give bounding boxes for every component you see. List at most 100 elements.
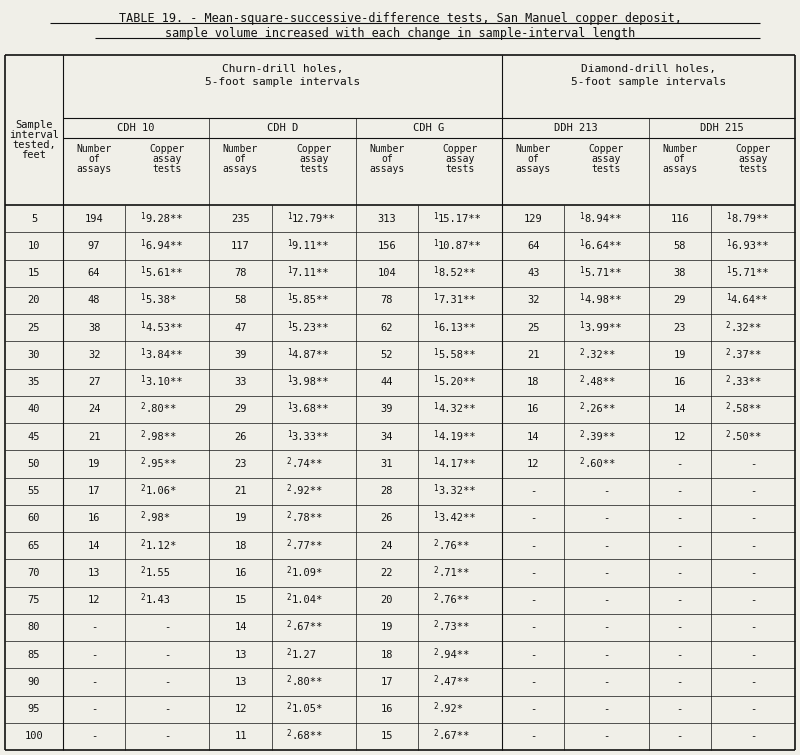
Text: assays: assays: [223, 164, 258, 174]
Text: .39**: .39**: [585, 432, 616, 442]
Text: 25: 25: [28, 322, 40, 333]
Text: 21: 21: [88, 432, 100, 442]
Text: -: -: [677, 677, 683, 687]
Text: DDH 213: DDH 213: [554, 123, 598, 133]
Text: 27: 27: [88, 378, 100, 387]
Text: .76**: .76**: [438, 595, 470, 605]
Text: 1.55: 1.55: [146, 568, 170, 578]
Text: 2: 2: [579, 430, 584, 439]
Text: 60: 60: [28, 513, 40, 523]
Text: 25: 25: [527, 322, 539, 333]
Text: .92**: .92**: [292, 486, 323, 496]
Text: 43: 43: [527, 268, 539, 278]
Text: 6.64**: 6.64**: [585, 241, 622, 251]
Text: 12: 12: [88, 595, 100, 605]
Text: .67**: .67**: [292, 622, 323, 633]
Text: 13: 13: [88, 568, 100, 578]
Text: 1: 1: [286, 266, 291, 275]
Text: of: of: [674, 154, 686, 164]
Text: -: -: [164, 732, 170, 741]
Text: 2: 2: [286, 621, 291, 630]
Text: 19: 19: [234, 513, 246, 523]
Text: -: -: [603, 732, 610, 741]
Text: .50**: .50**: [731, 432, 762, 442]
Text: 1: 1: [579, 239, 584, 248]
Text: .98*: .98*: [146, 513, 170, 523]
Text: 19: 19: [88, 459, 100, 469]
Text: .68**: .68**: [292, 732, 323, 741]
Text: 24: 24: [88, 405, 100, 414]
Text: 116: 116: [670, 214, 689, 223]
Text: 3.68**: 3.68**: [292, 405, 330, 414]
Text: 5.85**: 5.85**: [292, 295, 330, 305]
Text: .71**: .71**: [438, 568, 470, 578]
Text: 4.64**: 4.64**: [731, 295, 769, 305]
Text: 1: 1: [140, 266, 145, 275]
Text: 1.05*: 1.05*: [292, 704, 323, 714]
Text: 6.13**: 6.13**: [438, 322, 476, 333]
Text: 2: 2: [433, 593, 438, 602]
Text: 2: 2: [433, 566, 438, 575]
Text: 2: 2: [433, 648, 438, 657]
Text: 64: 64: [527, 241, 539, 251]
Text: 12: 12: [527, 459, 539, 469]
Text: -: -: [530, 704, 537, 714]
Text: .47**: .47**: [438, 677, 470, 687]
Text: -: -: [603, 704, 610, 714]
Text: 1: 1: [433, 348, 438, 357]
Text: .37**: .37**: [731, 350, 762, 360]
Text: 1: 1: [140, 348, 145, 357]
Text: 1: 1: [286, 402, 291, 411]
Text: 2: 2: [433, 621, 438, 630]
Text: .58**: .58**: [731, 405, 762, 414]
Text: 156: 156: [378, 241, 396, 251]
Text: 194: 194: [85, 214, 103, 223]
Text: 1: 1: [140, 211, 145, 220]
Text: 17: 17: [381, 677, 393, 687]
Text: -: -: [603, 677, 610, 687]
Text: 19: 19: [674, 350, 686, 360]
Text: -: -: [603, 486, 610, 496]
Text: 5.71**: 5.71**: [585, 268, 622, 278]
Text: 2: 2: [286, 729, 291, 738]
Text: 13: 13: [234, 649, 246, 660]
Text: -: -: [91, 622, 98, 633]
Text: 26: 26: [234, 432, 246, 442]
Text: 47: 47: [234, 322, 246, 333]
Text: -: -: [164, 649, 170, 660]
Text: 5.58**: 5.58**: [438, 350, 476, 360]
Text: 6.94**: 6.94**: [146, 241, 183, 251]
Text: 31: 31: [381, 459, 393, 469]
Text: -: -: [677, 459, 683, 469]
Text: 2: 2: [286, 702, 291, 711]
Text: 2: 2: [286, 511, 291, 520]
Text: 2: 2: [726, 402, 730, 411]
Text: -: -: [164, 622, 170, 633]
Text: -: -: [530, 486, 537, 496]
Text: 97: 97: [88, 241, 100, 251]
Text: 2: 2: [726, 375, 730, 384]
Text: .78**: .78**: [292, 513, 323, 523]
Text: -: -: [750, 568, 756, 578]
Text: 1: 1: [286, 375, 291, 384]
Text: 1: 1: [433, 239, 438, 248]
Text: 18: 18: [234, 541, 246, 550]
Text: Copper: Copper: [150, 144, 185, 154]
Text: 18: 18: [381, 649, 393, 660]
Text: 5.23**: 5.23**: [292, 322, 330, 333]
Text: 10: 10: [28, 241, 40, 251]
Text: 1.04*: 1.04*: [292, 595, 323, 605]
Text: 8.52**: 8.52**: [438, 268, 476, 278]
Text: 11: 11: [234, 732, 246, 741]
Text: 1: 1: [140, 321, 145, 330]
Text: .92*: .92*: [438, 704, 463, 714]
Text: .77**: .77**: [292, 541, 323, 550]
Text: 2: 2: [726, 430, 730, 439]
Text: 2: 2: [286, 648, 291, 657]
Text: 38: 38: [88, 322, 100, 333]
Text: 20: 20: [28, 295, 40, 305]
Text: 62: 62: [381, 322, 393, 333]
Text: 64: 64: [88, 268, 100, 278]
Text: 2: 2: [140, 511, 145, 520]
Text: 33: 33: [234, 378, 246, 387]
